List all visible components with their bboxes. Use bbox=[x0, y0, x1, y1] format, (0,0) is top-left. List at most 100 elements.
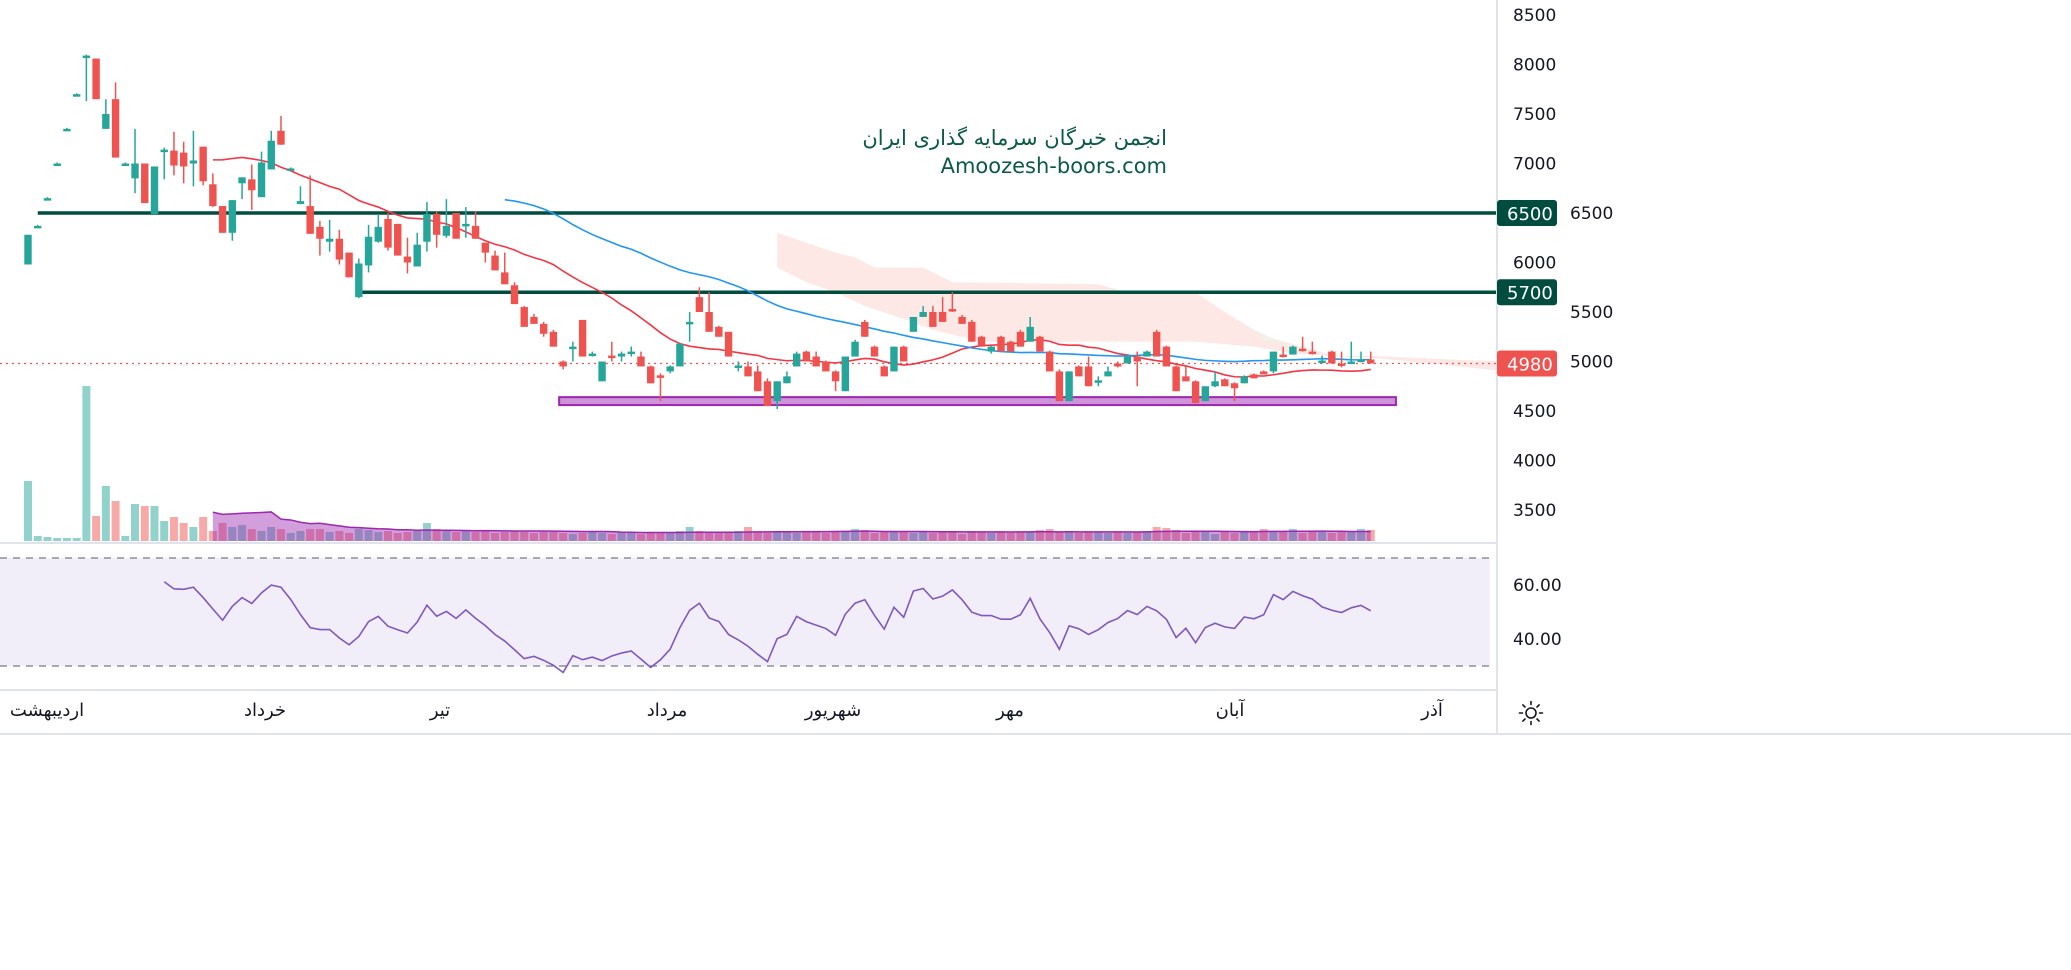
volume-bar bbox=[792, 533, 801, 541]
volume-bar bbox=[675, 531, 684, 541]
volume-bar bbox=[1279, 532, 1288, 541]
volume-bar bbox=[1123, 533, 1132, 541]
candle bbox=[53, 162, 61, 166]
candle-body bbox=[238, 177, 246, 184]
candle bbox=[228, 200, 237, 241]
volume-bar bbox=[520, 532, 529, 541]
candle bbox=[831, 370, 840, 392]
volume-bar bbox=[286, 533, 295, 541]
candle bbox=[1260, 370, 1268, 375]
volume-bar bbox=[958, 534, 967, 541]
candle bbox=[462, 207, 470, 238]
candle-body bbox=[715, 326, 723, 337]
volume-bar bbox=[208, 531, 217, 541]
volume-bar bbox=[1113, 532, 1122, 541]
candle-body bbox=[1269, 351, 1278, 372]
candle bbox=[1308, 341, 1317, 355]
candle bbox=[851, 339, 859, 357]
price-chart[interactable]: 8500 8000 7500 7000 6500 6000 5500 5000 4500 4000… bbox=[0, 0, 2071, 735]
volume-bar bbox=[831, 532, 840, 541]
candle-body bbox=[831, 371, 840, 382]
price-tick-label: 4500 bbox=[1513, 402, 1556, 422]
volume-bar bbox=[1084, 532, 1093, 541]
candle-body bbox=[822, 361, 830, 372]
volume-bar bbox=[393, 533, 402, 541]
price-tick-label: 7000 bbox=[1513, 155, 1556, 175]
volume-bar bbox=[1318, 531, 1327, 541]
candle bbox=[676, 343, 684, 367]
candle-body bbox=[364, 236, 373, 266]
horizontal-lines[interactable] bbox=[37, 211, 1497, 294]
candle-body bbox=[1328, 351, 1336, 364]
volume-bar bbox=[987, 533, 996, 541]
volume-bar bbox=[627, 533, 636, 541]
support-rectangle[interactable] bbox=[558, 396, 1397, 407]
candle-body bbox=[491, 255, 499, 271]
price-tick-label: 4000 bbox=[1513, 452, 1556, 472]
theme-toggle-sun-icon[interactable] bbox=[1518, 700, 1544, 726]
candle bbox=[1143, 350, 1151, 357]
candle-body bbox=[977, 336, 986, 347]
time-label: شهریور bbox=[804, 700, 862, 721]
volume-bar bbox=[1298, 533, 1307, 541]
candle-body bbox=[900, 346, 908, 362]
candle-body bbox=[34, 225, 42, 229]
volume-bar bbox=[432, 529, 441, 541]
candle bbox=[24, 234, 32, 265]
candle-body bbox=[1211, 381, 1219, 387]
candle bbox=[578, 319, 587, 357]
candle-body bbox=[1045, 351, 1054, 372]
candle-body bbox=[306, 206, 314, 234]
candles bbox=[24, 54, 1375, 410]
candle bbox=[1318, 355, 1326, 364]
volume-bar bbox=[247, 529, 256, 541]
time-label: مرداد bbox=[646, 700, 688, 721]
candle bbox=[510, 282, 519, 305]
candle bbox=[1084, 356, 1093, 387]
candle-body bbox=[170, 150, 178, 166]
candle-body bbox=[1337, 363, 1346, 366]
candle-body bbox=[316, 226, 324, 239]
candle bbox=[345, 252, 353, 278]
volume-bar bbox=[948, 532, 957, 541]
volume-bar bbox=[1327, 533, 1336, 541]
candle-body bbox=[754, 371, 762, 392]
candle-body bbox=[792, 353, 801, 367]
candle bbox=[520, 306, 528, 327]
volume-bar bbox=[53, 538, 62, 541]
candle-body bbox=[588, 353, 597, 357]
volume-bar bbox=[529, 533, 538, 541]
candle-body bbox=[296, 201, 305, 205]
volume-bar bbox=[257, 531, 266, 541]
candle bbox=[802, 350, 811, 362]
candle bbox=[1328, 350, 1336, 364]
volume-bar bbox=[140, 506, 149, 541]
volume-bar bbox=[666, 532, 675, 541]
candle bbox=[218, 206, 227, 233]
volume-bar bbox=[1308, 532, 1317, 541]
candle bbox=[374, 213, 382, 243]
volume-bar bbox=[111, 501, 120, 541]
candle-body bbox=[637, 356, 645, 367]
candle bbox=[403, 237, 412, 274]
candle bbox=[209, 173, 217, 208]
candle-body bbox=[1007, 341, 1015, 352]
candle-body bbox=[43, 198, 52, 201]
support-zone[interactable] bbox=[558, 396, 1397, 407]
candle-body bbox=[413, 244, 421, 267]
candle-body bbox=[1172, 366, 1180, 392]
candle bbox=[72, 93, 81, 97]
volume-bar bbox=[1104, 533, 1113, 541]
volume-bar bbox=[1035, 530, 1044, 541]
candle bbox=[666, 365, 674, 374]
volume-bar bbox=[1181, 533, 1190, 541]
candle bbox=[695, 287, 704, 312]
volume-bar bbox=[1191, 531, 1200, 541]
volume-ma-area bbox=[212, 511, 1371, 541]
candle-body bbox=[880, 366, 888, 377]
candle bbox=[1298, 336, 1307, 352]
candle bbox=[111, 82, 120, 158]
volume-bar bbox=[33, 536, 42, 541]
price-axis[interactable]: 8500 8000 7500 7000 6500 6000 5500 5000 4500 4000… bbox=[1496, 0, 1613, 734]
candle-body bbox=[578, 319, 587, 357]
